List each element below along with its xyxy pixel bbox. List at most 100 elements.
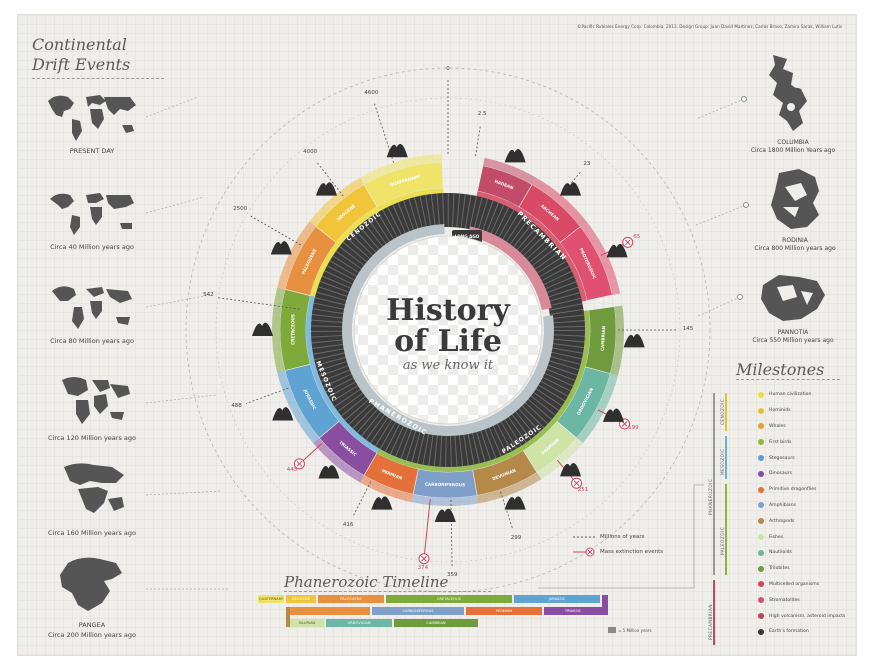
bar-triassic: TRIASSIC [544, 607, 602, 615]
left-connector [145, 96, 199, 118]
milestone-list: Human civilization Hominids Whales First bi… [736, 387, 846, 640]
milestone-dot-icon [758, 407, 764, 414]
milestone-dot-icon [758, 486, 764, 493]
left-connector [145, 394, 217, 404]
map-caption: Circa 200 Million years ago [47, 631, 136, 639]
milestone-item: Fishes [736, 529, 846, 545]
silhouette-quaternary [386, 143, 408, 158]
milestone-dot-icon [758, 455, 764, 462]
silhouette-cretaceous [252, 322, 273, 336]
columbia-map-icon [769, 55, 807, 131]
milestone-label: Fishes [769, 534, 784, 540]
center-title-line1: History [386, 293, 510, 328]
milestone-item: Whales [736, 419, 846, 435]
continental-drift-title-line2: Drift Events [32, 55, 131, 74]
map-caption: PANGEA [78, 621, 106, 629]
supercontinent-rodinia: RODINIA Circa 800 Million years ago [740, 167, 850, 253]
rodinia-map-icon [771, 169, 819, 229]
silhouette-permian [371, 496, 393, 510]
milestone-item: Multicelled organisms [736, 577, 846, 593]
right-connector [695, 204, 747, 226]
milestone-item: Hominids [736, 403, 846, 419]
center-subtitle: as we know it [402, 358, 494, 373]
milestone-item: Nautiloids [736, 545, 846, 561]
history-wheel [145, 67, 749, 593]
tick-line-t488 [245, 387, 289, 404]
silhouette-proterozoic [606, 244, 628, 258]
milestone-dot-icon [758, 534, 764, 541]
tick-label-t199: 199 [628, 424, 639, 431]
tick-line-t359 [450, 499, 453, 566]
supercontinent-age: Circa 1800 Million Years ago [750, 147, 836, 154]
silhouette-jurassic [272, 407, 294, 421]
tick-label-t299: 299 [510, 535, 522, 542]
map-connectors [145, 96, 749, 590]
milestone-label: Nautiloids [769, 550, 792, 556]
credit-text: ©Pacific Rubiales Energy Corp. Colombia,… [577, 24, 842, 29]
tick-label-t65: 65 [633, 233, 641, 240]
silhouette-cambrian [623, 334, 645, 348]
rim-carboniferous [411, 494, 479, 507]
milestone-label: Human civilization [769, 392, 812, 398]
bar-neogene: NEOGENE [286, 595, 316, 603]
milestone-dot-icon [758, 597, 764, 604]
tick-line-t2_5 [475, 124, 481, 157]
supercontinent-age: Circa 800 Million years ago [754, 245, 836, 252]
milestone-dot-icon [758, 391, 764, 398]
milestone-item: First birds [736, 434, 846, 450]
milestone-dot-icon [758, 502, 764, 509]
legend-millions: Millions of years [573, 529, 663, 544]
extinction-cross-icon [421, 555, 427, 562]
milestone-label: Trilobites [769, 566, 790, 572]
bar-silurian: SILURIAN [290, 619, 324, 627]
bar-triassic-lead [290, 607, 370, 615]
rim-hadean [482, 157, 536, 185]
milestone-item: High volcanism, asteroid impacts [736, 608, 846, 624]
milestone-dot-icon [758, 565, 764, 572]
center-title-line2: of Life [394, 324, 502, 359]
bar-permian: PERMIAN [466, 607, 542, 615]
milestone-dot-icon [758, 439, 764, 446]
rim-archean [532, 177, 587, 227]
milestone-label: Whales [769, 423, 786, 429]
milestone-label: Arthropods [769, 518, 795, 524]
dark-band-stripes [311, 193, 585, 467]
center-title: History of Life as we know it [348, 295, 548, 373]
map-160-million: Circa 160 Million years ago [26, 459, 158, 537]
left-connector [145, 294, 211, 308]
outer-dashed-ring [185, 67, 711, 593]
milestone-item: Arthropods [736, 513, 846, 529]
supercontinent-name: RODINIA [782, 237, 808, 244]
era-tag-mesozoic: MESOZOIC [720, 448, 725, 475]
milestones-title: Milestones [736, 360, 825, 379]
map-caption: Circa 120 Million years ago [47, 434, 136, 442]
scenery-silhouettes [252, 143, 645, 522]
world-map-icon [52, 286, 132, 329]
rim-ordovician [576, 373, 619, 444]
rim-neogene [309, 177, 364, 227]
milestone-item: Dinosaurs [736, 466, 846, 482]
milestones-underline [736, 379, 840, 380]
tick-label-t4000: 4000 [303, 149, 318, 156]
world-map-icon [62, 377, 130, 424]
period-label-cretaceous: CRETACEOUS [290, 314, 296, 345]
tick-line-t299 [500, 491, 514, 530]
bar-carboniferous: CARBONIFEROUS [372, 607, 464, 615]
tick-label-t359: 359 [447, 571, 458, 578]
milestone-label: Stromatolites [769, 597, 800, 603]
milestone-dot-icon [758, 470, 764, 477]
left-connector [145, 490, 223, 496]
supercontinent-pannotia: PANNOTIA Circa 550 Million years ago [738, 271, 848, 345]
bar-cambrian: CAMBRIAN [394, 619, 478, 627]
tick-label-t23: 23 [583, 160, 591, 167]
rim-proterozoic [580, 221, 621, 296]
milestone-label: High volcanism, asteroid impacts [769, 613, 846, 619]
tick-label-t488: 488 [231, 402, 242, 409]
legend: Millions of years Mass extinction events [573, 529, 663, 559]
left-connector [145, 196, 205, 214]
rim-triassic [313, 437, 364, 483]
dashed-line-icon [573, 536, 595, 537]
map-pangea: PANGEA Circa 200 Million years ago [26, 553, 158, 639]
era-tag-paleozoic: PALEOZOIC [720, 526, 725, 555]
title-underline [32, 78, 164, 79]
